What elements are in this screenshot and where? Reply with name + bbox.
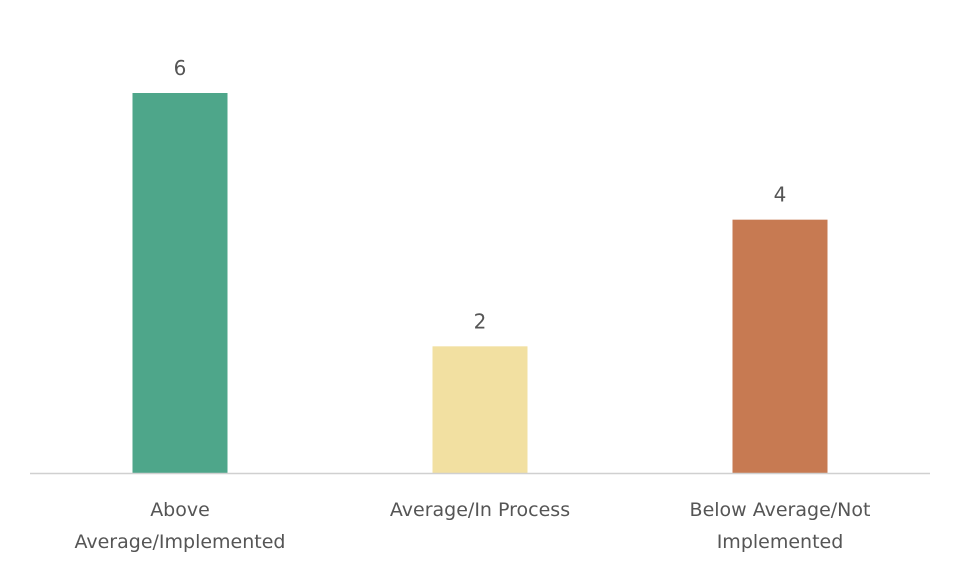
bar-3 (732, 219, 828, 473)
category-label-1: Above Average/Implemented (74, 499, 285, 553)
category-label-line: Above (150, 499, 210, 521)
category-label-line: Average/Implemented (74, 531, 285, 553)
data-label-2: 2 (474, 309, 487, 333)
data-label-3: 4 (774, 183, 787, 207)
category-label-3: Below Average/Not Implemented (690, 499, 871, 553)
bar-group (132, 93, 828, 473)
category-label-2: Average/In Process (390, 499, 570, 521)
category-label-line: Below Average/Not (690, 499, 871, 521)
category-label-line: Average/In Process (390, 499, 570, 521)
category-label-group: Above Average/Implemented Average/In Proce… (74, 499, 870, 553)
category-label-line: Implemented (717, 531, 844, 553)
data-label-1: 6 (174, 56, 187, 80)
data-label-group: 6 2 4 (174, 56, 787, 333)
bar-2 (432, 346, 528, 473)
bar-1 (132, 93, 228, 473)
